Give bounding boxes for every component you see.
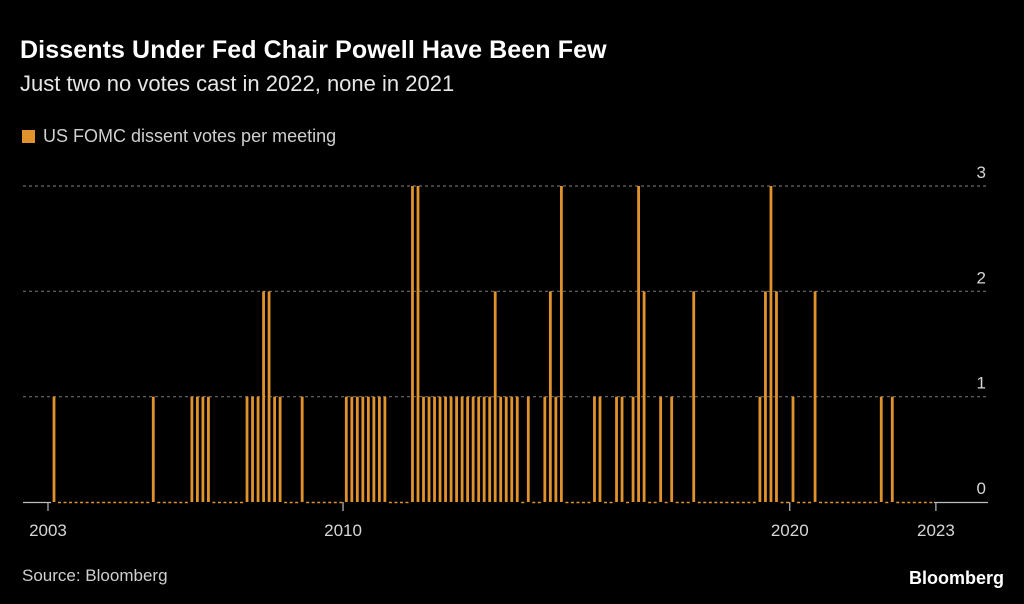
bar xyxy=(598,396,602,502)
bar xyxy=(477,396,481,502)
y-tick-label: 1 xyxy=(977,374,986,393)
source-note: Source: Bloomberg xyxy=(22,566,168,585)
bar xyxy=(256,396,260,502)
bar xyxy=(510,396,514,502)
bar xyxy=(764,291,767,502)
bar xyxy=(813,291,817,502)
bloomberg-logo: Bloomberg xyxy=(908,568,1004,588)
y-axis-labels: 0 1 2 3 xyxy=(977,163,986,498)
x-axis xyxy=(23,501,988,511)
bar xyxy=(355,396,359,502)
bar xyxy=(758,396,762,502)
bar xyxy=(631,396,635,502)
x-tick-label: 2020 xyxy=(771,521,809,540)
legend-label: US FOMC dissent votes per meeting xyxy=(43,126,337,146)
bar xyxy=(593,396,596,502)
bars xyxy=(52,186,894,502)
x-tick-label: 2003 xyxy=(29,521,67,540)
bar xyxy=(466,396,470,502)
bar xyxy=(554,396,558,502)
bar xyxy=(548,291,552,502)
legend: US FOMC dissent votes per meeting xyxy=(22,126,336,147)
bar xyxy=(251,396,254,502)
y-tick-label: 2 xyxy=(977,268,986,287)
bar xyxy=(515,396,519,502)
bar xyxy=(444,396,447,502)
bar xyxy=(411,186,414,502)
x-tick-label: 2023 xyxy=(917,521,955,540)
bar xyxy=(433,396,436,502)
bar xyxy=(190,396,194,502)
bar xyxy=(642,291,646,502)
bar xyxy=(207,396,210,502)
bar xyxy=(504,396,508,502)
bar xyxy=(471,396,475,502)
bar xyxy=(416,186,420,502)
bar xyxy=(195,396,199,502)
y-tick-label: 0 xyxy=(977,479,986,498)
bar xyxy=(692,291,696,502)
bar xyxy=(300,396,304,502)
bar xyxy=(344,396,348,502)
bar xyxy=(637,186,640,502)
bar xyxy=(559,186,563,502)
bar xyxy=(543,396,547,502)
bar xyxy=(262,291,265,502)
bar xyxy=(620,396,624,502)
bar xyxy=(526,396,530,502)
bar xyxy=(455,396,458,502)
bar xyxy=(361,396,365,502)
bar xyxy=(151,396,155,502)
x-tick-label: 2010 xyxy=(324,521,362,540)
chart-title: Dissents Under Fed Chair Powell Have Bee… xyxy=(20,36,607,64)
bar xyxy=(366,396,370,502)
bar xyxy=(201,396,205,502)
y-tick-label: 3 xyxy=(977,163,986,182)
bar xyxy=(52,396,56,502)
bar xyxy=(659,396,663,502)
bar xyxy=(267,291,271,502)
chart-subtitle: Just two no votes cast in 2022, none in … xyxy=(20,71,455,96)
legend-swatch xyxy=(22,130,35,143)
bar xyxy=(383,396,387,502)
bar xyxy=(615,396,618,502)
bar xyxy=(372,396,376,502)
bar xyxy=(482,396,486,502)
bar xyxy=(499,396,503,502)
bar xyxy=(273,396,276,502)
bar xyxy=(791,396,795,502)
x-axis-labels: 2003 2010 2020 2023 xyxy=(29,521,955,540)
bar xyxy=(377,396,381,502)
bar xyxy=(769,186,773,502)
bar xyxy=(422,396,425,502)
gridlines xyxy=(23,185,988,398)
bar xyxy=(493,291,497,502)
bar xyxy=(879,396,883,502)
bar xyxy=(890,396,894,502)
bar xyxy=(775,291,778,502)
bar xyxy=(488,396,492,502)
bar xyxy=(460,396,464,502)
bar xyxy=(438,396,442,502)
bar xyxy=(350,396,354,502)
bar xyxy=(449,396,453,502)
bar xyxy=(670,396,674,502)
bar xyxy=(245,396,249,502)
bar xyxy=(278,396,282,502)
bar xyxy=(427,396,431,502)
